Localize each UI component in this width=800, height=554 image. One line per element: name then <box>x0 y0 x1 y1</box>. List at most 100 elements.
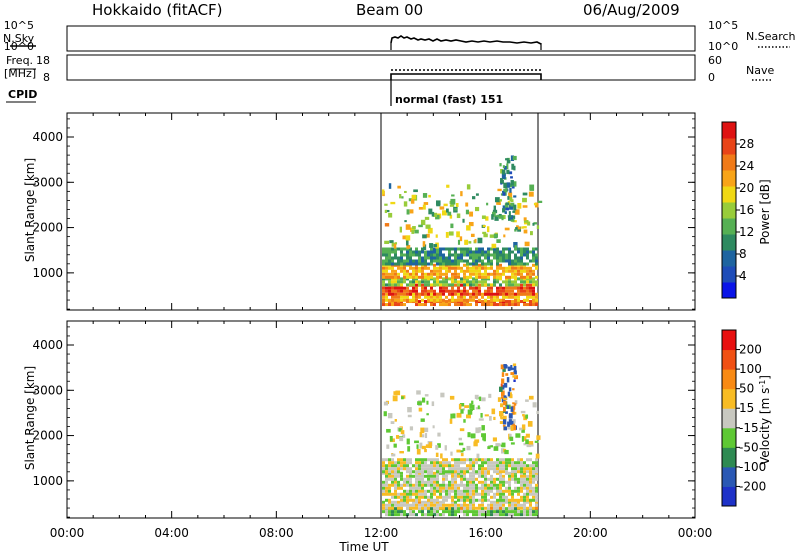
nsky-panel: N.Sky 10^5 10^0 10^5 10^0 N.Search <box>3 19 796 53</box>
velocity-cell <box>475 506 478 510</box>
power-cell <box>415 303 418 307</box>
velocity-echo <box>528 441 534 445</box>
power-cell <box>529 280 532 284</box>
power-cell <box>406 272 409 276</box>
velocity-echo <box>508 387 512 392</box>
power-echo <box>475 193 479 196</box>
power-echo <box>508 192 513 199</box>
velocity-cell <box>454 489 457 493</box>
velocity-cell <box>523 480 526 484</box>
velocity-cell <box>481 464 484 468</box>
velocity-cell <box>415 498 418 502</box>
power-cell <box>394 253 397 257</box>
velocity-cell <box>418 507 421 511</box>
velocity-echo <box>532 402 537 408</box>
velocity-echo <box>393 391 397 395</box>
power-cell <box>520 275 523 279</box>
power-cell <box>403 298 406 302</box>
power-echo <box>450 223 454 229</box>
velocity-echo <box>520 410 526 414</box>
velocity-cell <box>442 461 445 465</box>
velocity-echo <box>508 392 512 398</box>
power-cell <box>496 298 499 302</box>
power-echo <box>510 202 515 207</box>
velocity-cell <box>526 480 529 484</box>
power-echo <box>507 215 512 218</box>
power-echo <box>527 221 531 226</box>
power-echo <box>504 227 510 231</box>
power-cell <box>475 289 478 293</box>
velocity-cell <box>478 510 481 514</box>
power-cell <box>427 266 430 270</box>
velocity-cell <box>388 506 391 510</box>
power-cell <box>484 298 487 302</box>
power-cell <box>484 292 487 296</box>
velocity-cell <box>442 471 445 475</box>
velocity-cell <box>460 483 463 487</box>
power-echo <box>507 159 511 164</box>
power-cell <box>391 272 394 276</box>
power-echo <box>399 226 403 233</box>
velocity-cell <box>481 500 484 504</box>
power-cell <box>430 262 433 266</box>
velocity-cell <box>535 495 538 499</box>
power-cell <box>496 250 499 254</box>
power-cell <box>418 250 421 254</box>
velocity-cell <box>532 492 535 496</box>
velocity-cell <box>403 477 406 481</box>
velocity-cell <box>406 498 409 502</box>
velocity-cell <box>391 477 394 481</box>
velocity-cell <box>496 483 499 487</box>
velocity-cell <box>391 492 394 496</box>
velocity-cell <box>430 495 433 499</box>
power-cell <box>436 259 439 263</box>
velocity-cell <box>466 503 469 507</box>
velocity-cell <box>496 513 499 517</box>
power-echo <box>449 214 453 219</box>
velocity-cell <box>457 489 460 493</box>
velocity-cell <box>532 477 535 481</box>
velocity-cell <box>421 474 424 478</box>
velocity-cell <box>508 477 511 481</box>
power-cell <box>409 298 412 302</box>
power-cell <box>484 256 487 260</box>
velocity-cell <box>421 495 424 499</box>
power-cell <box>421 247 424 251</box>
power-cell <box>433 289 436 293</box>
velocity-cell <box>457 503 460 507</box>
power-cell <box>523 286 526 290</box>
power-cell <box>514 259 517 263</box>
power-cell <box>466 292 469 296</box>
power-echo <box>529 184 535 191</box>
power-band <box>382 277 538 287</box>
power-cell <box>427 289 430 293</box>
power-cell <box>397 286 400 290</box>
nsearch-label: N.Search <box>746 30 796 43</box>
power-cell <box>484 250 487 254</box>
velocity-echo <box>475 427 480 434</box>
velocity-cell <box>457 464 460 468</box>
power-cell <box>409 280 412 284</box>
power-cell <box>454 298 457 302</box>
velocity-echo <box>505 411 508 414</box>
power-ytick-label: 3000 <box>32 175 63 189</box>
power-echo <box>501 215 504 221</box>
velocity-cell <box>508 461 511 465</box>
velocity-cell <box>463 474 466 478</box>
power-cell <box>421 286 424 290</box>
power-echo <box>521 226 524 229</box>
power-cell <box>400 262 403 266</box>
velocity-cell <box>430 467 433 471</box>
power-cell <box>415 266 418 270</box>
velocity-cell <box>481 492 484 496</box>
power-colorbar-swatch <box>722 218 736 235</box>
velocity-cell <box>454 470 457 474</box>
power-echo <box>486 226 490 233</box>
velocity-echo <box>525 439 529 444</box>
power-cell <box>421 256 424 260</box>
power-cell <box>484 262 487 266</box>
power-cell <box>484 283 487 287</box>
power-cell <box>421 292 424 296</box>
power-cell <box>529 303 532 307</box>
velocity-cell <box>463 483 466 487</box>
